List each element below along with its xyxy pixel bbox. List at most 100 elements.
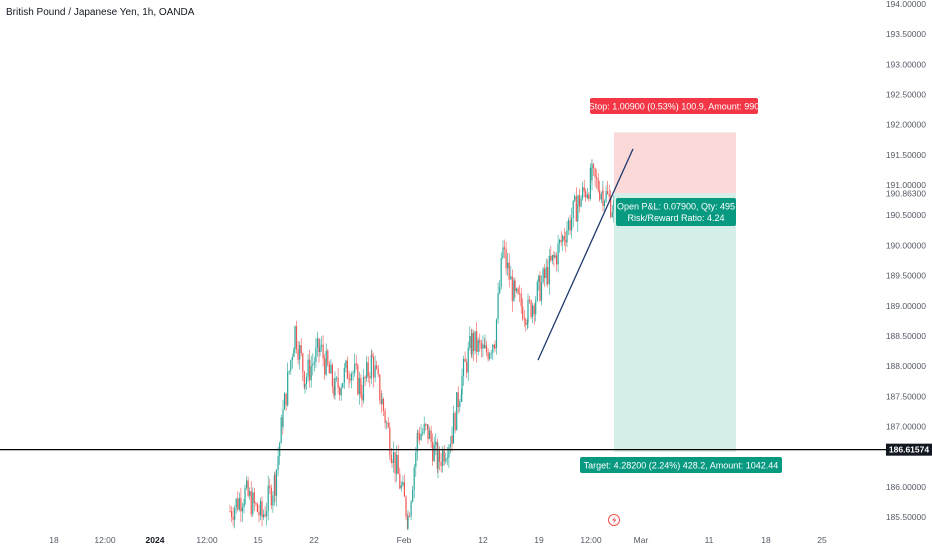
- candle-body: [355, 363, 357, 366]
- candle-body: [366, 362, 368, 379]
- candle-body: [318, 338, 320, 352]
- candle-body: [527, 299, 529, 323]
- candle-body: [250, 491, 252, 515]
- candle-body: [270, 487, 272, 506]
- candle-body: [596, 177, 598, 179]
- candle-body: [386, 422, 388, 424]
- candle-body: [594, 168, 596, 178]
- candle-body: [312, 363, 314, 366]
- candle-body: [438, 450, 441, 462]
- candle-body: [562, 236, 564, 242]
- candle-body: [586, 194, 588, 198]
- candle-body: [275, 469, 278, 496]
- candle-body: [608, 193, 610, 197]
- candle-body: [330, 364, 332, 374]
- price-tick-label: 188.00000: [886, 361, 926, 371]
- candle-body: [256, 503, 258, 512]
- candle-body: [357, 365, 359, 395]
- risk-reward-label: Risk/Reward Ratio: 4.24: [627, 213, 724, 223]
- candle-body: [553, 255, 555, 258]
- time-tick-label: Mar: [634, 535, 649, 545]
- candle-body: [603, 201, 606, 206]
- candle-body: [435, 441, 437, 446]
- candle-body: [449, 443, 451, 447]
- candle-body: [244, 487, 246, 504]
- candle-body: [484, 345, 486, 348]
- price-tick-label: 188.50000: [886, 331, 926, 341]
- candle-body: [285, 393, 287, 406]
- candle-body: [469, 336, 471, 348]
- candle-body: [535, 300, 537, 315]
- target-zone[interactable]: [614, 193, 736, 452]
- candle-body: [580, 198, 582, 207]
- candle-body: [433, 445, 435, 462]
- candle-body: [559, 240, 561, 244]
- candle-body: [547, 267, 549, 285]
- candle-body: [249, 491, 251, 496]
- candle-body: [293, 349, 295, 358]
- candle-body: [396, 455, 398, 474]
- candle-body: [611, 212, 613, 217]
- candle-body: [422, 432, 424, 434]
- time-tick-label: 2024: [146, 535, 165, 545]
- candle-body: [448, 446, 450, 458]
- candle-body: [575, 196, 577, 222]
- candle-body: [339, 387, 341, 396]
- pnl-tag[interactable]: [616, 198, 736, 226]
- target-tag[interactable]: [580, 457, 782, 473]
- candle-body: [569, 220, 571, 231]
- candle-body: [305, 376, 308, 385]
- candle-body: [322, 344, 324, 359]
- candle-body: [389, 427, 391, 455]
- time-tick-label: 22: [309, 535, 319, 545]
- candle-body: [464, 359, 466, 362]
- candle-body: [477, 339, 479, 352]
- candle-body: [500, 258, 502, 287]
- candle-body: [560, 240, 562, 242]
- candle-body: [264, 514, 266, 517]
- candle-body: [479, 339, 481, 343]
- price-axis-bg: [886, 0, 932, 530]
- candle-body: [328, 364, 330, 374]
- candle-body: [374, 365, 376, 378]
- candle-body: [348, 378, 350, 380]
- candle-body: [565, 240, 567, 243]
- candle-body: [234, 508, 236, 520]
- candle-body: [367, 362, 369, 377]
- price-tick-label: 193.00000: [886, 59, 926, 69]
- candle-body: [262, 514, 265, 518]
- candle-body: [333, 386, 335, 396]
- candle-body: [426, 424, 428, 426]
- candle-body: [247, 480, 249, 496]
- trendline[interactable]: [537, 148, 634, 361]
- candle-body: [489, 353, 491, 359]
- candle-body: [470, 336, 472, 355]
- candle-body: [432, 442, 434, 462]
- price-tick-label: 185.50000: [886, 512, 926, 522]
- candle-body: [405, 496, 407, 517]
- candle-body: [538, 275, 540, 282]
- candle-body: [280, 417, 282, 444]
- candles: [229, 159, 615, 539]
- candle-body: [324, 358, 326, 375]
- candle-body: [502, 247, 504, 255]
- candle-body: [315, 347, 317, 362]
- candle-body: [442, 449, 444, 466]
- candle-body: [240, 497, 242, 512]
- candle-body: [345, 360, 347, 368]
- candle-body: [376, 365, 378, 369]
- stop-zone[interactable]: [614, 132, 736, 194]
- candle-body: [425, 424, 427, 426]
- candle-body: [493, 344, 495, 347]
- candle-body: [566, 230, 568, 243]
- time-tick-label: 12:00: [580, 535, 602, 545]
- candle-body: [402, 482, 404, 486]
- stop-tag[interactable]: [590, 98, 758, 114]
- candle-body: [266, 511, 268, 517]
- pnl-label: Open P&L: 0.07900, Qty: 495: [617, 202, 735, 212]
- candle-body: [567, 220, 570, 231]
- price-tick-label: 187.00000: [886, 422, 926, 432]
- candle-body: [508, 262, 510, 280]
